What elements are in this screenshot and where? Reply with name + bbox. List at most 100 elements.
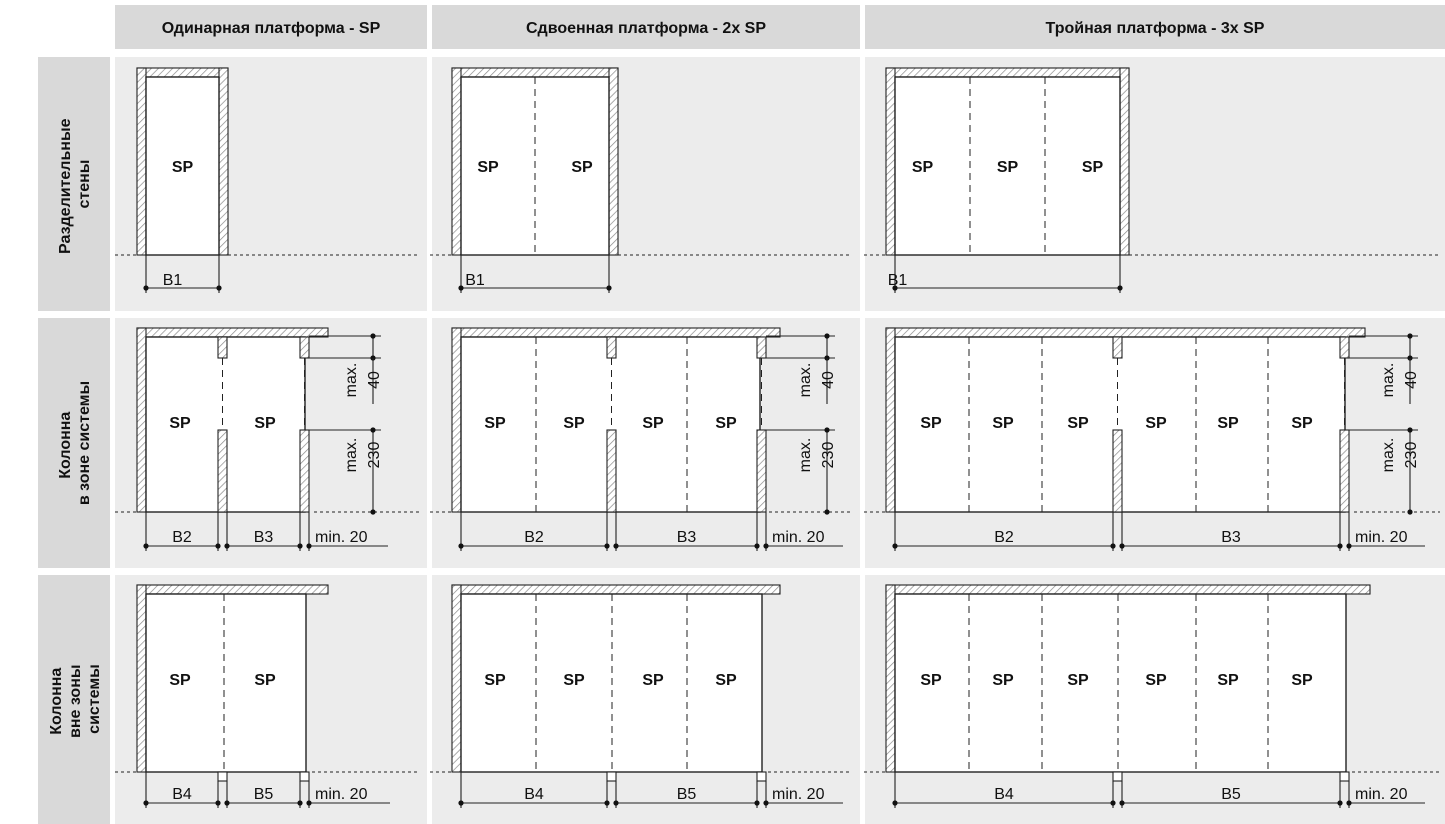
header-cell-single <box>115 5 427 49</box>
dimension-label-right: B3 <box>677 529 697 546</box>
sp-label: SP <box>642 415 664 432</box>
dimension-min-label: min. 20 <box>1355 786 1408 803</box>
column-upper <box>756 336 767 359</box>
header-single: Одинарная платформа - SP <box>162 20 381 37</box>
sp-label: SP <box>484 415 506 432</box>
dimension-b5-label: B5 <box>254 786 274 803</box>
header-cell-double <box>432 5 860 49</box>
left-wall <box>136 584 147 773</box>
sp-label: SP <box>715 415 737 432</box>
ceiling <box>451 584 781 595</box>
dimension-min-label: min. 20 <box>315 529 368 546</box>
sp-label: SP <box>1217 672 1239 689</box>
left-wall <box>885 67 896 256</box>
sp-label: SP <box>912 159 934 176</box>
external-column <box>606 771 617 782</box>
sp-label: SP <box>254 672 276 689</box>
right-wall <box>218 67 229 256</box>
sp-label: SP <box>992 415 1014 432</box>
row-label-cell-column-in <box>38 318 110 568</box>
dimension-b4-label: B4 <box>524 786 544 803</box>
left-wall <box>885 327 896 513</box>
dimension-label-left: B2 <box>172 529 192 546</box>
top-wall <box>451 67 619 78</box>
right-wall <box>608 67 619 256</box>
sp-label: SP <box>1082 159 1104 176</box>
sp-label: SP <box>920 415 942 432</box>
ceiling <box>136 584 329 595</box>
max40-prefix: max. <box>343 363 360 398</box>
row-label-cell-walls <box>38 57 110 311</box>
sp-label: SP <box>1067 672 1089 689</box>
sp-label: SP <box>1145 415 1167 432</box>
parking-bay <box>145 593 307 773</box>
left-wall <box>136 327 147 513</box>
sp-label: SP <box>1291 672 1313 689</box>
row-label-column-in: Колонна в зоне системы <box>57 381 93 505</box>
right-wall <box>1119 67 1130 256</box>
ceiling <box>885 327 1366 338</box>
sp-label: SP <box>1067 415 1089 432</box>
sp-label: SP <box>169 672 191 689</box>
top-wall <box>885 67 1130 78</box>
max40-prefix: max. <box>797 363 814 398</box>
parking-bay <box>894 76 1121 256</box>
column-lower <box>1339 429 1350 513</box>
sp-label: SP <box>1291 415 1313 432</box>
sp-label: SP <box>484 672 506 689</box>
column-lower <box>1112 429 1123 513</box>
sp-label: SP <box>642 672 664 689</box>
external-column <box>1339 771 1350 782</box>
parking-bay <box>145 76 220 256</box>
dimension-b1-label: B1 <box>888 272 908 289</box>
row-label-cell-column-out <box>38 575 110 824</box>
sp-label: SP <box>563 415 585 432</box>
dimension-b4-label: B4 <box>172 786 192 803</box>
sp-label: SP <box>563 672 585 689</box>
left-wall <box>885 584 896 773</box>
column-lower <box>217 429 228 513</box>
ceiling <box>451 327 781 338</box>
parking-bay <box>894 593 1347 773</box>
column-upper <box>606 336 617 359</box>
max40-value: 40 <box>1403 371 1420 389</box>
sp-label: SP <box>477 159 499 176</box>
dimension-min-label: min. 20 <box>1355 529 1408 546</box>
left-wall <box>451 327 462 513</box>
column-upper <box>299 336 310 359</box>
left-wall <box>136 67 147 256</box>
sp-label: SP <box>920 672 942 689</box>
dimension-label-right: B3 <box>1221 529 1241 546</box>
max230-prefix: max. <box>343 438 360 473</box>
left-wall <box>451 67 462 256</box>
max230-value: 230 <box>820 442 837 469</box>
dimension-b5-label: B5 <box>677 786 697 803</box>
external-column <box>756 771 767 782</box>
sp-label: SP <box>997 159 1019 176</box>
row-label-column-out: Колонна вне зоны системы <box>48 660 103 738</box>
column-upper <box>1112 336 1123 359</box>
sp-label: SP <box>169 415 191 432</box>
max40-value: 40 <box>820 371 837 389</box>
sp-label: SP <box>992 672 1014 689</box>
max230-value: 230 <box>366 442 383 469</box>
sp-label: SP <box>571 159 593 176</box>
dimension-label-left: B2 <box>524 529 544 546</box>
dimension-label-right: B3 <box>254 529 274 546</box>
dimension-label-left: B2 <box>994 529 1014 546</box>
row-label-walls: Разделительные стены <box>57 114 93 254</box>
max230-prefix: max. <box>1380 438 1397 473</box>
column-lower <box>756 429 767 513</box>
dimension-min-label: min. 20 <box>315 786 368 803</box>
max230-value: 230 <box>1403 442 1420 469</box>
top-wall <box>136 67 229 78</box>
layout-drawings: SP B1 SP SP B1 SP SP SP B1 SP SP B2 B3 min. 20 max. 40 m… <box>115 67 1440 808</box>
sp-label: SP <box>172 159 194 176</box>
dimension-min-label: min. 20 <box>772 786 825 803</box>
sp-label: SP <box>715 672 737 689</box>
header-triple: Тройная платформа - 3x SP <box>1046 20 1265 37</box>
ceiling <box>136 327 329 338</box>
sp-label: SP <box>1217 415 1239 432</box>
dimension-b5-label: B5 <box>1221 786 1241 803</box>
ceiling <box>885 584 1371 595</box>
